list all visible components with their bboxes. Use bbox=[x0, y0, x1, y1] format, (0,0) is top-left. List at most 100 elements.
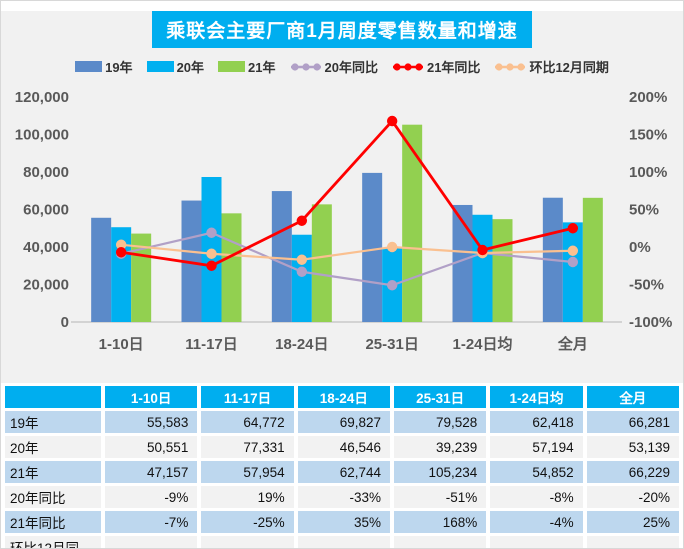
point-line-yoy-21 bbox=[386, 115, 398, 127]
x-tick-label: 全月 bbox=[557, 335, 588, 353]
point-line-mom-dec bbox=[296, 254, 308, 265]
table-column-header: 18-24日 bbox=[297, 386, 390, 408]
bar-bars-19 bbox=[362, 172, 383, 322]
row-label: 21年 bbox=[5, 461, 101, 483]
table-cell: 55,583 bbox=[105, 411, 198, 433]
legend-line-marker-icon bbox=[495, 62, 526, 71]
combo-chart: 0 20,000 40,000 60,000 80,000 100,000 120,000 -… bbox=[15, 89, 673, 353]
y-left-tick-label: 20,000 bbox=[23, 277, 69, 294]
table-cell: 39,239 bbox=[393, 436, 487, 458]
y-left-tick-label: 100,000 bbox=[15, 127, 69, 144]
table-cell: -20% bbox=[586, 486, 679, 508]
x-tick-label: 18-24日 bbox=[275, 336, 328, 353]
point-line-mom-dec bbox=[206, 248, 217, 259]
chart-legend: 19年 20年 21年 20年同比 21年同比 环比12月同期 bbox=[1, 57, 683, 76]
table-cell: 69,827 bbox=[297, 411, 390, 433]
table-cell: -51% bbox=[393, 486, 487, 508]
legend-item-bars-20: 20年 bbox=[146, 57, 205, 76]
point-line-yoy-20 bbox=[386, 280, 398, 291]
table-row: 21年 47,157 57,954 62,744 105,234 54,852 66,229 bbox=[5, 461, 679, 483]
legend-line-marker-icon bbox=[290, 62, 321, 71]
table-column-header: 1-24日均 bbox=[490, 386, 583, 408]
line-mom-dec bbox=[121, 243, 573, 261]
table-cell: -4% bbox=[490, 511, 583, 533]
y-left-tick-label: 60,000 bbox=[23, 202, 69, 219]
table-cell: 62,744 bbox=[297, 461, 390, 483]
legend-label: 20年 bbox=[176, 60, 205, 75]
bar-bars-19 bbox=[452, 204, 473, 322]
table-cell: -8% bbox=[490, 536, 583, 548]
table-cell: 25% bbox=[586, 511, 679, 533]
legend-label: 19年 bbox=[105, 60, 133, 75]
table-cell: 46,546 bbox=[297, 436, 390, 458]
y-right-tick-label: 0% bbox=[629, 239, 651, 256]
legend-label: 20年同比 bbox=[324, 60, 378, 75]
bar-bars-20 bbox=[472, 214, 493, 322]
legend-line-marker-icon bbox=[392, 62, 423, 71]
point-line-yoy-21 bbox=[115, 247, 127, 258]
x-tick-label: 1-10日 bbox=[99, 336, 144, 353]
chart-title: 乘联会主要厂商1月周度零售数量和增速 bbox=[152, 11, 532, 48]
point-line-yoy-21 bbox=[477, 244, 488, 256]
table-row: 20年同比 -9% 19% -33% -51% -8% -20% bbox=[5, 486, 679, 508]
table-cell: 19% bbox=[201, 486, 294, 508]
y-right-tick-label: 100% bbox=[629, 164, 667, 181]
table-row: 19年 55,583 64,772 69,827 79,528 62,418 66,281 bbox=[5, 411, 679, 433]
y-right-tick-label: 50% bbox=[629, 202, 659, 219]
table-row: 环比12月同期 3%-9%-17%0%-8%-5% bbox=[5, 536, 679, 548]
legend-item-bars-21: 21年 bbox=[218, 57, 276, 76]
bar-bars-20 bbox=[291, 234, 312, 322]
point-line-yoy-21 bbox=[296, 215, 308, 226]
table-cell: 3% bbox=[105, 536, 198, 548]
data-table: 1-10日 11-17日 18-24日 25-31日 1-24日均 全月 19年 55,583… bbox=[1, 383, 683, 548]
bar-bars-21 bbox=[492, 219, 513, 322]
bar-bars-21 bbox=[582, 197, 603, 322]
legend-swatch-icon bbox=[75, 61, 103, 72]
table-column-header: 25-31日 bbox=[393, 386, 487, 408]
table-column-header: 全月 bbox=[586, 386, 679, 408]
y-right-tick-label: -50% bbox=[629, 277, 664, 294]
table-cell: 77,331 bbox=[201, 436, 294, 458]
x-tick-label: 1-24日均 bbox=[452, 335, 512, 353]
x-tick-label: 25-31日 bbox=[365, 336, 418, 353]
table-cell: -8% bbox=[490, 486, 583, 508]
legend-swatch-icon bbox=[146, 61, 174, 72]
x-tick-label: 11-17日 bbox=[185, 336, 238, 353]
table-cell: 47,157 bbox=[105, 461, 198, 483]
legend-item-line-mom-dec: 环比12月同期 bbox=[494, 57, 609, 76]
legend-label: 21年同比 bbox=[426, 60, 481, 75]
point-line-yoy-21 bbox=[567, 223, 579, 234]
row-label: 20年 bbox=[5, 436, 101, 458]
legend-item-line-yoy-21: 21年同比 bbox=[392, 57, 480, 76]
y-right-tick-label: 200% bbox=[629, 89, 667, 106]
table-cell: -33% bbox=[297, 486, 390, 508]
table-cell: 0% bbox=[393, 536, 487, 548]
line-yoy-21 bbox=[120, 118, 574, 268]
legend-item-line-yoy-20: 20年同比 bbox=[290, 57, 378, 76]
table-column-header: 11-17日 bbox=[201, 386, 294, 408]
y-left-tick-label: 40,000 bbox=[23, 239, 69, 256]
table-cell: 168% bbox=[393, 511, 487, 533]
bar-bars-20 bbox=[562, 222, 583, 322]
table-cell: 57,954 bbox=[201, 461, 294, 483]
bar-bars-19 bbox=[91, 217, 112, 322]
bar-bars-21 bbox=[221, 213, 242, 322]
legend-label: 环比12月同期 bbox=[529, 60, 609, 75]
table-corner-cell bbox=[5, 386, 101, 408]
table-cell: 57,194 bbox=[490, 436, 583, 458]
point-line-yoy-20 bbox=[567, 256, 579, 268]
table-cell: -25% bbox=[201, 511, 294, 533]
table-column-header: 1-10日 bbox=[105, 386, 198, 408]
legend-label: 21年 bbox=[248, 60, 276, 75]
table-row: 20年 50,551 77,331 46,546 39,239 57,194 53,139 bbox=[5, 436, 679, 458]
table-cell: 66,281 bbox=[586, 411, 679, 433]
y-left-tick-label: 120,000 bbox=[15, 89, 69, 106]
table-cell: 105,234 bbox=[393, 461, 487, 483]
table-cell: -9% bbox=[105, 486, 198, 508]
point-line-mom-dec bbox=[115, 239, 127, 250]
y-left-tick-label: 80,000 bbox=[23, 164, 69, 181]
table-cell: 50,551 bbox=[105, 436, 198, 458]
table-cell: 54,852 bbox=[490, 461, 583, 483]
y-right-tick-label: -100% bbox=[629, 314, 672, 331]
